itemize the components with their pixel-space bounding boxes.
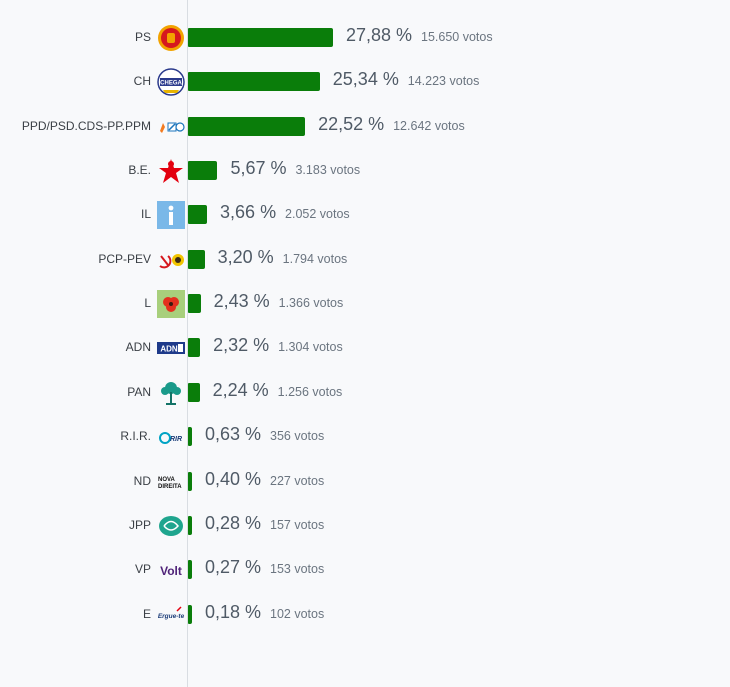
chega-logo-icon: CHEGA [157, 68, 185, 97]
svg-text:ADN: ADN [160, 345, 178, 354]
bar-row: PPD/PSD.CDS-PP.PPM 22,52 % 12.642 votos [0, 109, 730, 145]
svg-text:Volt: Volt [160, 564, 182, 578]
bloco-star-logo-icon [157, 157, 185, 185]
ps-fist-rose-logo-icon [157, 24, 185, 52]
party-label: ADN [125, 340, 151, 355]
party-label: R.I.R. [120, 429, 151, 444]
party-label: PPD/PSD.CDS-PP.PPM [21, 118, 151, 133]
bar-row: L 2,43 % 1.366 votos [0, 286, 730, 322]
percent-label: 0,40 % [205, 468, 262, 489]
bar [188, 161, 218, 181]
bar [188, 471, 192, 491]
ad-coalition-logo-icon [157, 113, 185, 141]
party-label: VP [134, 562, 151, 577]
bar-row: ND NOVA DIREITA 0,40 % 227 votos [0, 464, 730, 500]
votes-label: 3.183 votos [295, 163, 361, 178]
votes-label: 153 votos [270, 562, 325, 577]
adn-logo-icon: ADN [157, 334, 185, 362]
party-label: ND [133, 473, 151, 488]
party-label: JPP [128, 517, 151, 532]
bar [188, 294, 201, 314]
votes-label: 1.304 votos [278, 340, 343, 355]
percent-label: 5,67 % [230, 158, 287, 179]
votes-label: 356 votos [270, 429, 325, 444]
rir-logo-icon: RIR [157, 423, 185, 451]
votes-label: 2.052 votos [285, 207, 350, 222]
party-label: E [142, 606, 151, 621]
party-label: IL [140, 207, 151, 222]
votes-label: 1.794 votos [282, 251, 348, 266]
party-label: PS [134, 30, 151, 44]
svg-text:DIREITA: DIREITA [158, 484, 182, 490]
bar [188, 560, 192, 580]
percent-label: 27,88 % [346, 25, 413, 45]
percent-label: 0,28 % [205, 512, 262, 533]
bar-row: PCP-PEV 3,20 % 1.794 votos [0, 242, 730, 278]
votes-label: 102 votos [270, 606, 325, 621]
bar-row: B.E. 5,67 % 3.183 votos [0, 153, 730, 189]
bar-row: PS 27,88 % 15.650 votos [0, 20, 730, 56]
bar [188, 205, 208, 225]
party-label: L [144, 296, 151, 311]
party-label: CH [133, 74, 151, 89]
bar [188, 604, 192, 624]
votes-label: 14.223 votos [407, 74, 480, 89]
bar [188, 382, 200, 402]
bar-row: VP Volt 0,27 % 153 votos [0, 552, 730, 588]
party-label: PCP-PEV [98, 251, 151, 266]
votes-label: 1.256 votos [277, 384, 343, 399]
bar [188, 515, 192, 535]
percent-label: 22,52 % [318, 113, 385, 134]
bar-row: PAN 2,24 % 1.256 votos [0, 375, 730, 411]
nova-direita-logo-icon: NOVA DIREITA [157, 468, 185, 496]
pan-tree-logo-icon [157, 379, 185, 407]
percent-label: 2,24 % [212, 379, 269, 400]
votes-label: 12.642 votos [393, 118, 465, 133]
bar [188, 28, 333, 47]
votes-label: 227 votos [270, 473, 325, 488]
percent-label: 25,34 % [332, 69, 399, 90]
bar [188, 427, 192, 447]
cdu-hammer-sickle-logo-icon [157, 246, 185, 274]
bar [188, 116, 306, 136]
bar-row: IL 3,66 % 2.052 votos [0, 197, 730, 233]
bar-row: R.I.R. RIR 0,63 % 356 votos [0, 419, 730, 455]
percent-label: 0,18 % [205, 601, 262, 622]
percent-label: 0,27 % [205, 557, 262, 578]
percent-label: 3,20 % [217, 246, 274, 267]
percent-label: 3,66 % [220, 202, 277, 223]
svg-text:RIR: RIR [170, 436, 182, 443]
votes-label: 1.366 votos [278, 296, 344, 311]
bar-row: E Ergue-te 0,18 % 102 votos [0, 597, 730, 633]
svg-text:Ergue-te: Ergue-te [158, 613, 185, 620]
bar-row: JPP 0,28 % 157 votos [0, 508, 730, 544]
bar [188, 338, 201, 358]
percent-label: 2,43 % [213, 291, 270, 312]
votes-label: 157 votos [270, 517, 325, 532]
axis-line [187, 0, 188, 687]
livre-poppy-logo-icon [157, 290, 185, 319]
percent-label: 2,32 % [213, 335, 270, 356]
ergue-te-logo-icon: Ergue-te [157, 601, 185, 629]
svg-text:CHEGA: CHEGA [160, 81, 182, 87]
bar-row: CH CHEGA 25,34 % 14.223 votos [0, 64, 730, 100]
bar [188, 249, 205, 269]
percent-label: 0,63 % [205, 424, 262, 445]
il-logo-icon [157, 201, 185, 230]
volt-logo-icon: Volt [157, 556, 185, 584]
votes-label: 15.650 votos [421, 30, 493, 44]
svg-text:NOVA: NOVA [158, 477, 176, 483]
party-label: PAN [127, 384, 151, 399]
party-label: B.E. [128, 163, 151, 178]
bar-row: ADN ADN 2,32 % 1.304 votos [0, 330, 730, 366]
jpp-logo-icon [157, 512, 185, 540]
bar [188, 72, 320, 92]
